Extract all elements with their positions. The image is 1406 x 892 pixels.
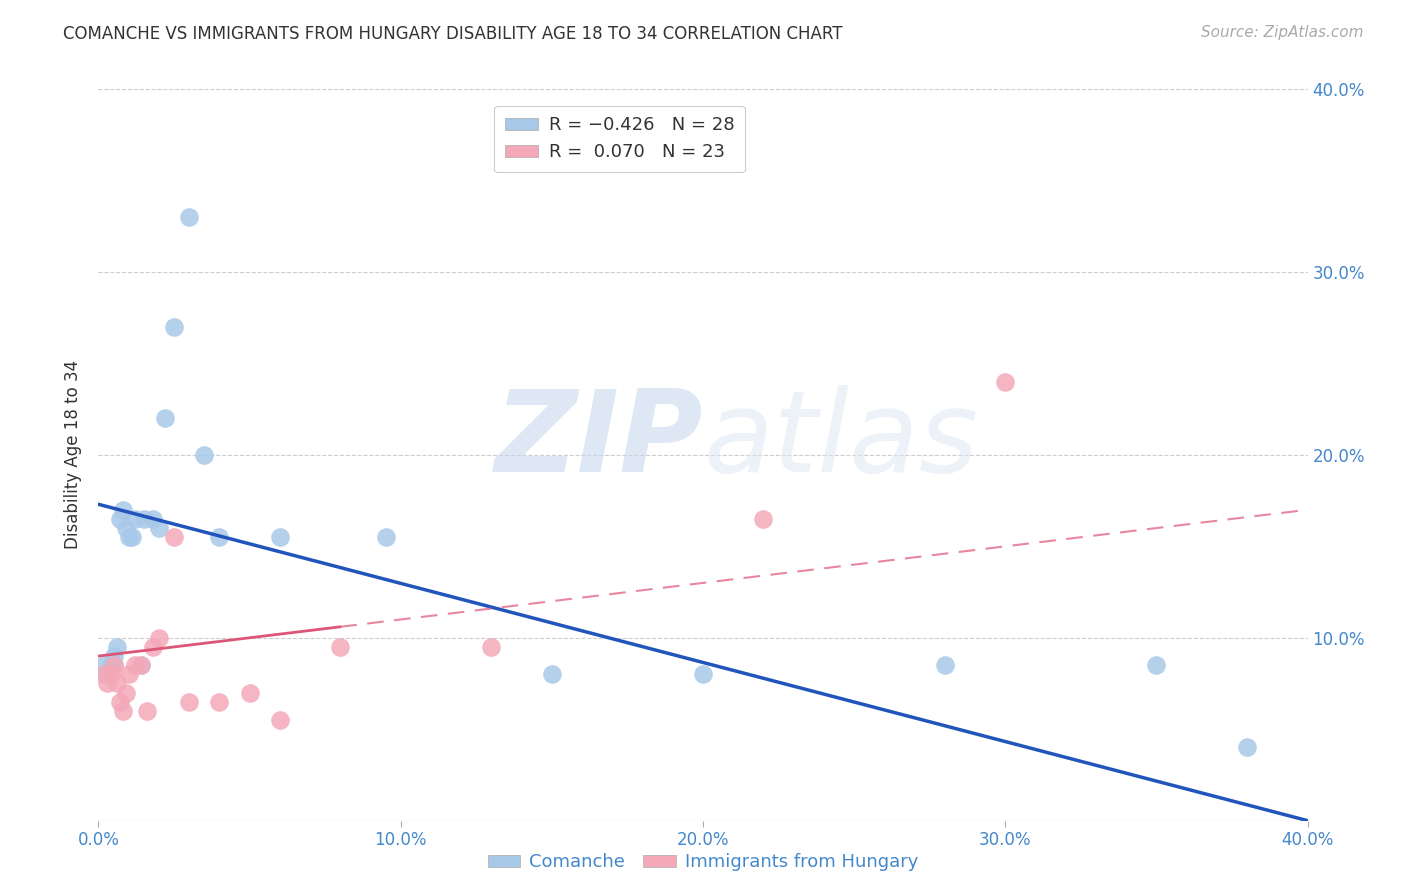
- Point: [208, 530, 231, 544]
- Point: [132, 512, 155, 526]
- Point: [179, 210, 201, 224]
- Point: [111, 704, 134, 718]
- Point: [93, 667, 115, 681]
- Point: [103, 649, 125, 664]
- Point: [118, 667, 141, 681]
- Legend: R = −0.426   N = 28, R =  0.070   N = 23: R = −0.426 N = 28, R = 0.070 N = 23: [495, 105, 745, 172]
- Point: [142, 512, 165, 526]
- Point: [96, 667, 118, 681]
- Text: Source: ZipAtlas.com: Source: ZipAtlas.com: [1201, 25, 1364, 40]
- Y-axis label: Disability Age 18 to 34: Disability Age 18 to 34: [65, 360, 83, 549]
- Point: [103, 658, 125, 673]
- Point: [105, 640, 128, 654]
- Point: [269, 713, 291, 727]
- Point: [193, 448, 215, 462]
- Point: [540, 667, 562, 681]
- Point: [1144, 658, 1167, 673]
- Point: [153, 411, 176, 425]
- Point: [93, 658, 115, 673]
- Point: [329, 640, 352, 654]
- Point: [114, 521, 136, 535]
- Point: [163, 530, 186, 544]
- Point: [374, 530, 396, 544]
- Point: [96, 676, 118, 690]
- Point: [124, 658, 146, 673]
- Point: [111, 503, 134, 517]
- Point: [100, 658, 122, 673]
- Point: [108, 512, 131, 526]
- Point: [129, 658, 152, 673]
- Point: [752, 512, 775, 526]
- Text: atlas: atlas: [703, 384, 979, 496]
- Point: [692, 667, 714, 681]
- Text: COMANCHE VS IMMIGRANTS FROM HUNGARY DISABILITY AGE 18 TO 34 CORRELATION CHART: COMANCHE VS IMMIGRANTS FROM HUNGARY DISA…: [63, 25, 842, 43]
- Point: [1236, 740, 1258, 755]
- Point: [148, 521, 170, 535]
- Point: [135, 704, 157, 718]
- Point: [142, 640, 165, 654]
- Point: [239, 686, 262, 700]
- Legend: Comanche, Immigrants from Hungary: Comanche, Immigrants from Hungary: [481, 847, 925, 879]
- Point: [269, 530, 291, 544]
- Text: ZIP: ZIP: [495, 384, 703, 496]
- Point: [105, 676, 128, 690]
- Point: [124, 512, 146, 526]
- Point: [103, 658, 125, 673]
- Point: [148, 631, 170, 645]
- Point: [121, 530, 143, 544]
- Point: [208, 695, 231, 709]
- Point: [994, 375, 1017, 389]
- Point: [100, 667, 122, 681]
- Point: [163, 319, 186, 334]
- Point: [481, 640, 503, 654]
- Point: [118, 530, 141, 544]
- Point: [179, 695, 201, 709]
- Point: [114, 686, 136, 700]
- Point: [108, 695, 131, 709]
- Point: [129, 658, 152, 673]
- Point: [934, 658, 956, 673]
